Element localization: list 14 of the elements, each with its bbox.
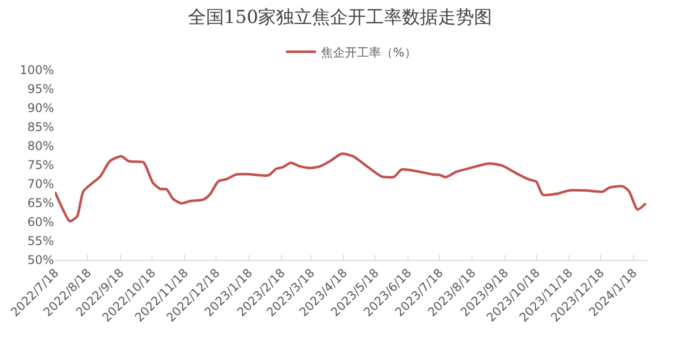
y-tick-label: 75%: [27, 158, 54, 172]
y-tick-label: 65%: [27, 196, 54, 210]
y-tick-label: 50%: [27, 253, 54, 268]
y-tick-label: 70%: [27, 177, 54, 192]
y-tick-label: 80%: [27, 139, 54, 154]
y-tick-label: 85%: [27, 120, 54, 134]
legend-label: 焦企开工率（%）: [321, 45, 416, 60]
y-tick-label: 100%: [20, 63, 54, 78]
y-tick-label: 95%: [27, 82, 54, 96]
y-tick-label: 55%: [27, 234, 54, 248]
chart-title: 全国150家独立焦企开工率数据走势图: [188, 6, 492, 28]
y-tick-label: 60%: [27, 215, 54, 230]
line-series: [55, 152, 648, 222]
y-tick-label: 90%: [27, 101, 54, 116]
